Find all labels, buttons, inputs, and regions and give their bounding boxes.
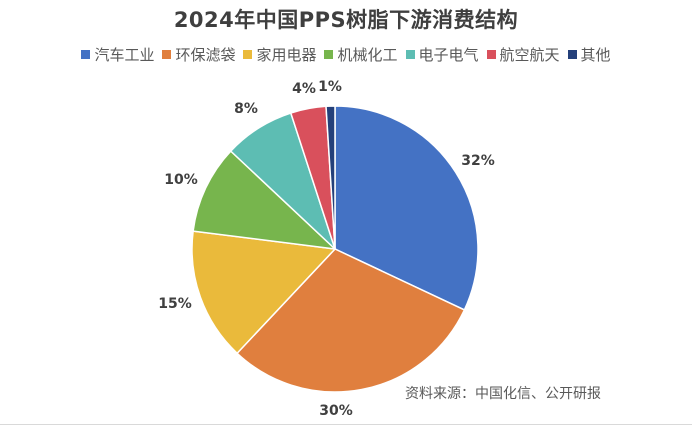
divider xyxy=(0,424,692,425)
legend-swatch xyxy=(81,50,91,59)
legend-label: 电子电气 xyxy=(418,46,479,64)
legend-item-other: 其他 xyxy=(567,44,611,65)
legend-swatch xyxy=(405,50,415,59)
legend-label: 机械化工 xyxy=(337,46,398,64)
pie-slices xyxy=(191,105,479,393)
legend-item-aerospace: 航空航天 xyxy=(486,44,560,65)
chart-title: 2024年中国PPS树脂下游消费结构 xyxy=(173,8,519,32)
legend-item-automotive: 汽车工业 xyxy=(81,44,154,65)
legend-swatch xyxy=(162,50,172,59)
data-label-aerospace: 4% xyxy=(292,81,316,97)
pie-slice-other xyxy=(325,105,336,250)
legend-item-machinery-chemical: 机械化工 xyxy=(324,44,398,65)
legend-label: 汽车工业 xyxy=(94,46,155,64)
legend: 汽车工业 环保滤袋 家用电器 机械化工 电子电气 航空航天 其他 xyxy=(0,44,692,65)
legend-label: 环保滤袋 xyxy=(175,46,236,64)
data-label-filter-bags: 30% xyxy=(319,403,353,419)
legend-label: 家用电器 xyxy=(256,46,317,64)
pie-slice-machinery-chemical xyxy=(192,150,338,251)
data-label-machinery-chemical: 10% xyxy=(164,172,198,188)
pie-slice-automotive xyxy=(334,105,479,311)
legend-swatch xyxy=(243,50,253,59)
data-label-automotive: 32% xyxy=(461,153,495,169)
pie-data-labels: 32% 30% 15% 10% 8% 4% 1% xyxy=(158,79,495,419)
data-label-other: 1% xyxy=(318,79,342,95)
legend-item-electronics: 电子电气 xyxy=(405,44,479,65)
legend-item-appliances: 家用电器 xyxy=(243,44,316,65)
legend-label: 航空航天 xyxy=(499,46,560,64)
legend-swatch xyxy=(567,50,577,59)
legend-label: 其他 xyxy=(580,46,611,64)
data-label-electronics: 8% xyxy=(234,101,258,117)
data-label-appliances: 15% xyxy=(158,296,192,312)
legend-item-filter-bags: 环保滤袋 xyxy=(162,44,235,65)
pie-slice-filter-bags xyxy=(236,248,466,393)
source-note: 资料来源：中国化信、公开研报 xyxy=(405,386,601,402)
legend-swatch xyxy=(324,50,334,59)
legend-swatch xyxy=(486,50,496,59)
pie-slice-appliances xyxy=(191,230,337,355)
